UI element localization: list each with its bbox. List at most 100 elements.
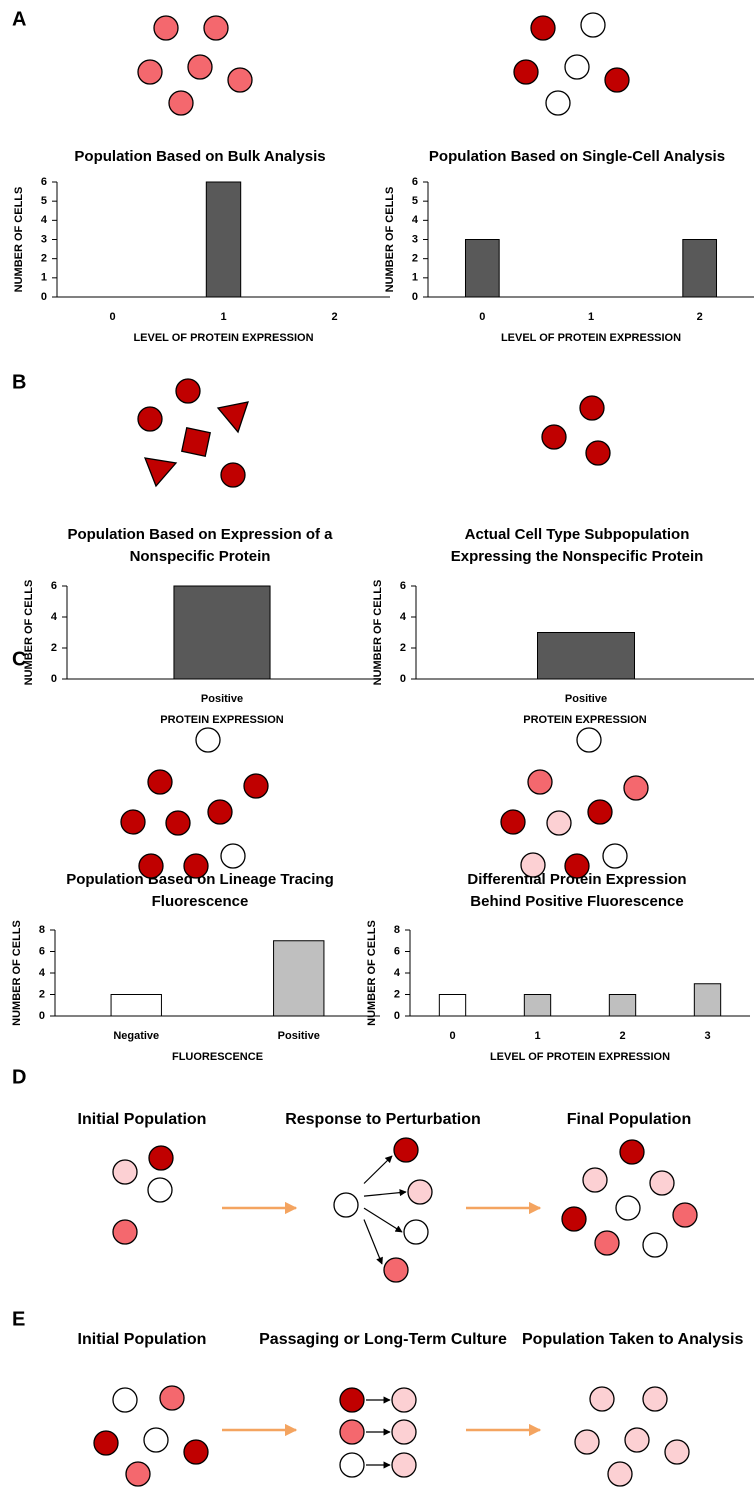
x-tick-label: 1	[588, 311, 594, 323]
cell	[392, 1388, 416, 1412]
arrow	[364, 1192, 406, 1196]
cell	[182, 428, 210, 456]
x-axis-label: PROTEIN EXPRESSION	[523, 714, 647, 726]
cell	[228, 68, 252, 92]
x-tick-label: 3	[704, 1030, 710, 1042]
cell	[392, 1420, 416, 1444]
cell	[184, 1440, 208, 1464]
x-tick-label: 0	[479, 311, 485, 323]
cell	[340, 1388, 364, 1412]
stage-title: Initial Population	[78, 1111, 207, 1128]
cell	[408, 1180, 432, 1204]
cell	[586, 441, 610, 465]
bar	[609, 995, 635, 1017]
y-tick-label: 5	[412, 195, 418, 207]
cell	[665, 1440, 689, 1464]
cell	[169, 91, 193, 115]
y-tick-label: 2	[400, 642, 406, 654]
chart-title: Fluorescence	[152, 893, 249, 910]
x-tick-label: 0	[109, 311, 115, 323]
y-tick-label: 6	[51, 580, 57, 592]
y-tick-label: 4	[400, 611, 407, 623]
y-tick-label: 2	[412, 253, 418, 265]
cell	[620, 1140, 644, 1164]
y-tick-label: 8	[394, 924, 400, 936]
cell	[176, 379, 200, 403]
cell	[624, 776, 648, 800]
cell	[384, 1258, 408, 1282]
y-tick-label: 6	[39, 945, 45, 957]
cell	[244, 774, 268, 798]
bar	[111, 995, 161, 1017]
bar	[465, 240, 499, 298]
cell	[144, 1428, 168, 1452]
cell	[643, 1387, 667, 1411]
chart-title: Population Based on Expression of a	[67, 526, 333, 543]
panel-label: E	[12, 1308, 25, 1330]
x-axis-label: LEVEL OF PROTEIN EXPRESSION	[133, 332, 313, 344]
chart-title: Population Based on Single-Cell Analysis	[429, 148, 725, 165]
y-tick-label: 3	[41, 233, 47, 245]
cell	[595, 1231, 619, 1255]
cell	[605, 68, 629, 92]
cell	[196, 728, 220, 752]
cell	[562, 1207, 586, 1231]
y-tick-label: 0	[51, 673, 57, 685]
cell	[138, 60, 162, 84]
bar	[439, 995, 465, 1017]
y-tick-label: 5	[41, 195, 47, 207]
cell	[575, 1430, 599, 1454]
cell	[528, 770, 552, 794]
cell	[583, 1168, 607, 1192]
bar	[174, 586, 270, 679]
cell	[334, 1193, 358, 1217]
chart-title: Actual Cell Type Subpopulation	[465, 526, 690, 543]
x-tick-label: 0	[449, 1030, 455, 1042]
bar	[274, 941, 324, 1016]
y-tick-label: 0	[394, 1010, 400, 1022]
y-tick-label: 3	[412, 233, 418, 245]
cell	[148, 770, 172, 794]
cell	[340, 1453, 364, 1477]
y-tick-label: 0	[412, 291, 418, 303]
cell	[166, 811, 190, 835]
panel-label: B	[12, 371, 26, 393]
y-tick-label: 6	[400, 580, 406, 592]
cell	[565, 55, 589, 79]
cell	[218, 402, 248, 432]
y-axis-label: NUMBER OF CELLS	[23, 580, 35, 686]
y-axis-label: NUMBER OF CELLS	[366, 920, 378, 1026]
cell	[673, 1203, 697, 1227]
cell	[394, 1138, 418, 1162]
y-tick-label: 0	[41, 291, 47, 303]
cell	[580, 396, 604, 420]
cell	[514, 60, 538, 84]
cell	[650, 1171, 674, 1195]
x-tick-label: Positive	[565, 693, 607, 705]
cell	[608, 1462, 632, 1486]
cell	[221, 463, 245, 487]
cell	[404, 1220, 428, 1244]
y-tick-label: 2	[51, 642, 57, 654]
cell	[138, 407, 162, 431]
y-tick-label: 0	[400, 673, 406, 685]
arrow	[364, 1156, 392, 1184]
bar	[694, 984, 720, 1016]
cell	[616, 1196, 640, 1220]
bar	[206, 182, 240, 297]
x-axis-label: FLUORESCENCE	[172, 1051, 263, 1063]
stage-title: Population Taken to Analysis	[522, 1331, 743, 1348]
cell	[204, 16, 228, 40]
cell	[113, 1160, 137, 1184]
y-tick-label: 2	[41, 253, 47, 265]
stage-title: Final Population	[567, 1111, 691, 1128]
y-tick-label: 4	[41, 214, 48, 226]
cell	[139, 854, 163, 878]
y-tick-label: 8	[39, 924, 45, 936]
x-tick-label: 2	[697, 311, 703, 323]
bar	[524, 995, 550, 1017]
stage-title: Response to Perturbation	[285, 1111, 481, 1128]
cell	[577, 728, 601, 752]
x-tick-label: Positive	[201, 693, 243, 705]
cell	[392, 1453, 416, 1477]
